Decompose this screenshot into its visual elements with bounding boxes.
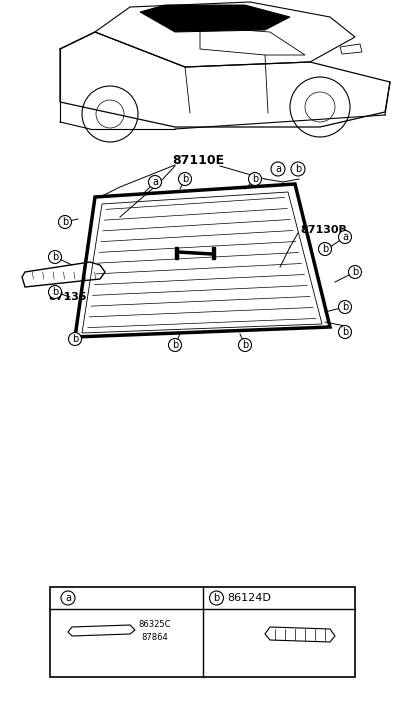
Polygon shape [212,247,215,259]
Text: b: b [342,327,348,337]
Circle shape [49,251,62,263]
Text: b: b [72,334,78,344]
Circle shape [239,339,252,351]
Circle shape [291,162,305,176]
Circle shape [149,175,162,188]
Circle shape [179,172,192,185]
Text: a: a [152,177,158,187]
Text: b: b [172,340,178,350]
Text: 86124D: 86124D [228,593,271,603]
Circle shape [58,215,72,228]
Circle shape [339,300,352,313]
Text: b: b [342,302,348,312]
Text: 87110E: 87110E [172,155,224,167]
Text: b: b [213,593,220,603]
Text: b: b [322,244,328,254]
Polygon shape [175,247,178,259]
Polygon shape [140,5,290,32]
Text: b: b [52,252,58,262]
Circle shape [339,230,352,244]
Text: a: a [65,593,71,603]
Circle shape [348,265,362,278]
Text: 87130B: 87130B [300,225,347,235]
Text: 86325C
87864: 86325C 87864 [139,620,171,642]
Circle shape [49,286,62,299]
Text: a: a [342,232,348,242]
Text: a: a [275,164,281,174]
Text: b: b [352,267,358,277]
Text: b: b [242,340,248,350]
Circle shape [61,591,75,605]
Circle shape [168,339,181,351]
Circle shape [68,332,81,345]
Circle shape [339,326,352,339]
Circle shape [271,162,285,176]
Circle shape [209,591,224,605]
Circle shape [318,243,332,255]
Text: b: b [252,174,258,184]
Text: b: b [62,217,68,227]
Text: b: b [295,164,301,174]
Text: 87135: 87135 [49,292,87,302]
Text: b: b [182,174,188,184]
Circle shape [249,172,262,185]
Text: b: b [52,287,58,297]
